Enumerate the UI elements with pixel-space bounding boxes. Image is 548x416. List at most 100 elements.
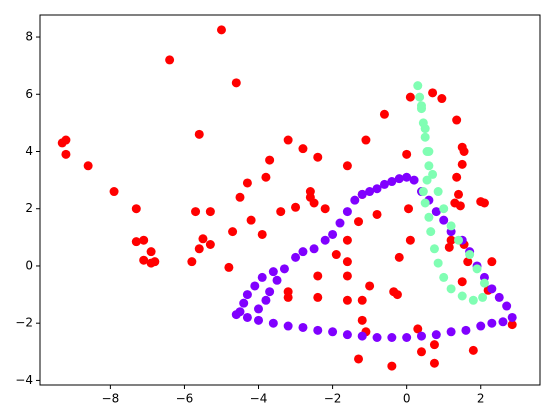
point (424, 161, 434, 171)
point (418, 187, 428, 197)
point (433, 258, 443, 268)
point (472, 264, 482, 274)
point (446, 221, 456, 231)
point (257, 272, 267, 282)
point (139, 235, 149, 245)
point (205, 239, 215, 249)
point (250, 281, 260, 291)
point (139, 255, 149, 265)
point (478, 292, 488, 302)
point (354, 354, 364, 364)
point (313, 271, 323, 281)
y-tick-label: 8 (25, 30, 33, 44)
point (379, 179, 389, 189)
point (198, 234, 208, 244)
x-tick-label: −6 (176, 392, 194, 406)
point (468, 295, 478, 305)
point (452, 115, 462, 125)
x-tick-label: 2 (477, 392, 485, 406)
point (109, 187, 119, 197)
point (242, 312, 252, 322)
point (191, 207, 201, 217)
point (231, 78, 241, 88)
point (402, 149, 412, 159)
y-tick-label: 0 (25, 258, 33, 272)
point (429, 244, 439, 254)
point (361, 135, 371, 145)
point (372, 332, 382, 342)
point (413, 324, 423, 334)
point (298, 322, 308, 332)
point (235, 307, 245, 317)
point (416, 331, 426, 341)
point (268, 318, 278, 328)
point (331, 250, 341, 260)
point (409, 175, 419, 185)
point (437, 94, 447, 104)
point (309, 244, 319, 254)
point (479, 278, 489, 288)
point (257, 229, 267, 239)
point (450, 198, 460, 208)
point (487, 318, 497, 328)
point (291, 252, 301, 262)
point (357, 295, 367, 305)
point (61, 135, 71, 145)
point (465, 250, 475, 260)
point (498, 317, 508, 327)
point (320, 235, 330, 245)
x-tick-label: −4 (250, 392, 268, 406)
point (402, 332, 412, 342)
point (342, 207, 352, 217)
plot-frame (39, 14, 541, 386)
point (431, 207, 441, 217)
point (254, 315, 264, 325)
point (194, 244, 204, 254)
point (239, 298, 249, 308)
point (150, 257, 160, 267)
point (387, 361, 397, 371)
point (261, 172, 271, 182)
point (415, 92, 425, 102)
point (313, 152, 323, 162)
point (328, 327, 338, 337)
point (507, 320, 517, 330)
point (476, 321, 486, 331)
point (194, 129, 204, 139)
point (444, 242, 454, 252)
point (424, 212, 434, 222)
point (342, 271, 352, 281)
point (420, 124, 430, 134)
point (235, 192, 245, 202)
point (146, 247, 156, 257)
point (131, 237, 141, 247)
point (394, 174, 404, 184)
point (320, 204, 330, 214)
point (426, 227, 436, 237)
point (459, 146, 469, 156)
point (372, 184, 382, 194)
point (457, 291, 467, 301)
point (439, 204, 449, 214)
point (313, 325, 323, 335)
point (283, 321, 293, 331)
point (261, 295, 271, 305)
x-tick-label: −2 (324, 392, 342, 406)
point (446, 235, 456, 245)
y-tick-label: −4 (15, 373, 33, 387)
point (487, 257, 497, 267)
point (131, 204, 141, 214)
point (387, 332, 397, 342)
point (422, 175, 432, 185)
point (502, 301, 512, 311)
point (379, 109, 389, 119)
y-tick-label: 6 (25, 87, 33, 101)
y-tick-label: −2 (15, 316, 33, 330)
point (424, 146, 434, 156)
point (402, 172, 412, 182)
point (387, 177, 397, 187)
point (187, 257, 197, 267)
point (479, 198, 489, 208)
point (446, 284, 456, 294)
point (463, 257, 473, 267)
